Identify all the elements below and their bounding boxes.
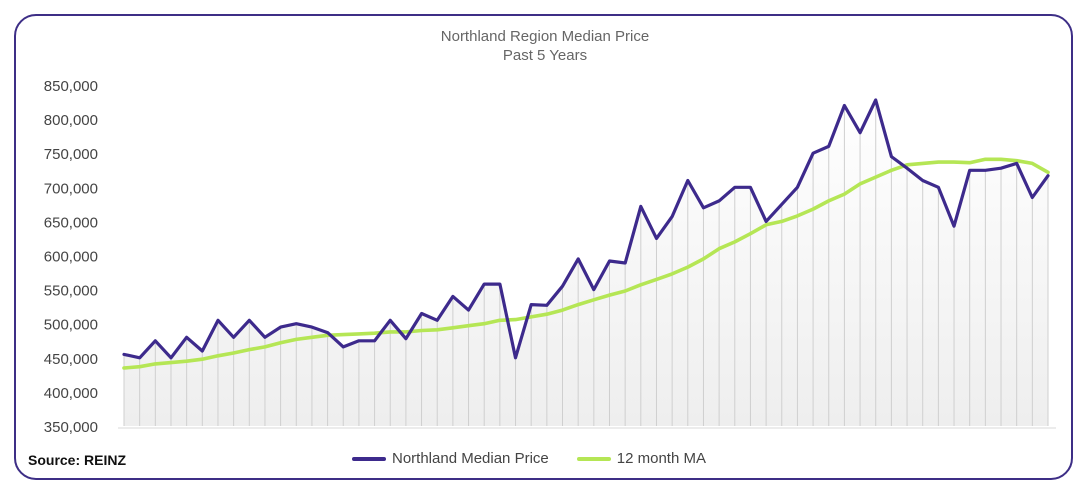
y-axis: 350,000 400,000 450,000 500,000 550,000 600,0… — [44, 78, 98, 436]
legend: Northland Median Price 12 month MA — [352, 450, 734, 467]
y-tick-label: 450,000 — [44, 351, 98, 368]
y-tick-label: 400,000 — [44, 385, 98, 402]
series-line-12-month-ma — [122, 157, 1050, 370]
y-tick-label: 850,000 — [44, 78, 98, 95]
y-tick-label: 800,000 — [44, 112, 98, 129]
y-tick-label: 350,000 — [44, 419, 98, 436]
y-tick-label: 700,000 — [44, 180, 98, 197]
plot-area — [124, 100, 1048, 426]
legend-label-ma: 12 month MA — [616, 450, 706, 467]
y-tick-label: 750,000 — [44, 146, 98, 163]
y-tick-label: 650,000 — [44, 214, 98, 231]
grid-lines — [118, 100, 1056, 429]
legend-item-median: Northland Median Price — [352, 450, 549, 467]
y-tick-label: 600,000 — [44, 249, 98, 266]
chart-subtitle: Past 5 Years — [503, 47, 587, 64]
source-note: Source: REINZ — [28, 452, 127, 468]
y-tick-label: 550,000 — [44, 283, 98, 300]
series-line-median-price — [122, 98, 1050, 360]
y-tick-label: 500,000 — [44, 317, 98, 334]
legend-swatch-median — [352, 456, 386, 461]
chart-title: Northland Region Median Price — [441, 28, 649, 45]
legend-label-median: Northland Median Price — [392, 450, 549, 467]
series-lines — [122, 98, 1050, 370]
legend-item-ma: 12 month MA — [576, 450, 706, 467]
legend-swatch-ma — [576, 456, 611, 461]
median-area-fill — [124, 100, 1048, 426]
